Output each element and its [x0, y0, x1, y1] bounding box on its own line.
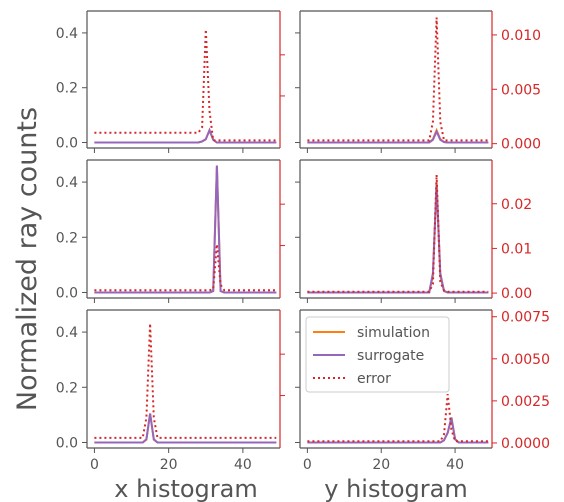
right-y-tick-label: 0.010 — [501, 28, 541, 44]
right-y-tick-label: 0.00 — [501, 286, 532, 302]
y-tick-label: 0.2 — [56, 230, 78, 246]
legend-label-simulation: simulation — [357, 325, 430, 341]
y-axis-label: Normalized ray counts — [12, 107, 43, 411]
error-line — [94, 323, 277, 439]
error-line — [94, 244, 277, 292]
x-axis-label-left: x histogram — [114, 475, 258, 502]
right-y-tick-label: 0.005 — [501, 82, 541, 98]
y-tick-label: 0.2 — [56, 380, 78, 396]
panel-1-0: 0.0 0.2 0.4 — [56, 159, 285, 303]
x-axis-label-right: y histogram — [324, 475, 468, 502]
legend-label-surrogate: surrogate — [357, 348, 424, 364]
panel-1-1: 0.00 0.01 0.02 — [295, 159, 532, 303]
y-tick-label: 0.4 — [56, 325, 78, 341]
surrogate-line — [94, 413, 277, 444]
error-line — [307, 393, 489, 443]
right-y-tick-label: 0.0025 — [501, 394, 550, 410]
legend-box — [305, 316, 450, 393]
panels: 0.00.20.40.0000.0050.0100.00.20.40.000.0… — [56, 10, 550, 473]
simulation-line — [307, 182, 489, 294]
right-y-tick-label: 0.0050 — [501, 352, 550, 368]
error-line — [307, 174, 489, 293]
surrogate-line — [307, 184, 489, 294]
error-line — [94, 29, 277, 142]
y-tick-label: 0.0 — [56, 285, 78, 301]
x-tick-label: 20 — [160, 457, 178, 473]
right-y-tick-label: 0.000 — [501, 137, 541, 153]
x-tick-label: 40 — [234, 457, 252, 473]
x-tick-label: 0 — [303, 457, 312, 473]
x-tick-label: 40 — [446, 457, 464, 473]
right-y-tick-label: 0.0000 — [501, 436, 550, 452]
surrogate-line — [307, 129, 489, 144]
x-tick-label: 20 — [372, 457, 390, 473]
y-tick-label: 0.0 — [56, 136, 78, 152]
error-line — [307, 17, 489, 142]
legend: simulation surrogate error — [305, 316, 450, 393]
right-y-tick-label: 0.0075 — [501, 310, 550, 326]
y-tick-label: 0.4 — [56, 175, 78, 191]
simulation-line — [307, 417, 489, 444]
panel-0-1: 0.000 0.005 0.010 — [295, 10, 541, 153]
panel-2-1: 0.0000 0.0025 0.0050 0.0075 0 20 40 — [295, 309, 550, 473]
panel-2-0: 0.0 0.2 0.4 0 20 40 — [56, 309, 285, 473]
y-tick-label: 0.0 — [56, 435, 78, 451]
panel-0-0: 0.0 0.2 0.4 — [56, 10, 285, 153]
x-tick-label: 0 — [90, 457, 99, 473]
simulation-line — [94, 165, 277, 294]
right-y-tick-label: 0.02 — [501, 197, 532, 213]
legend-label-error: error — [357, 371, 391, 387]
y-tick-label: 0.2 — [56, 81, 78, 97]
y-tick-label: 0.4 — [56, 26, 78, 42]
right-y-tick-label: 0.01 — [501, 241, 532, 257]
surrogate-line — [94, 127, 277, 144]
surrogate-line — [94, 165, 277, 294]
surrogate-line — [307, 417, 489, 444]
